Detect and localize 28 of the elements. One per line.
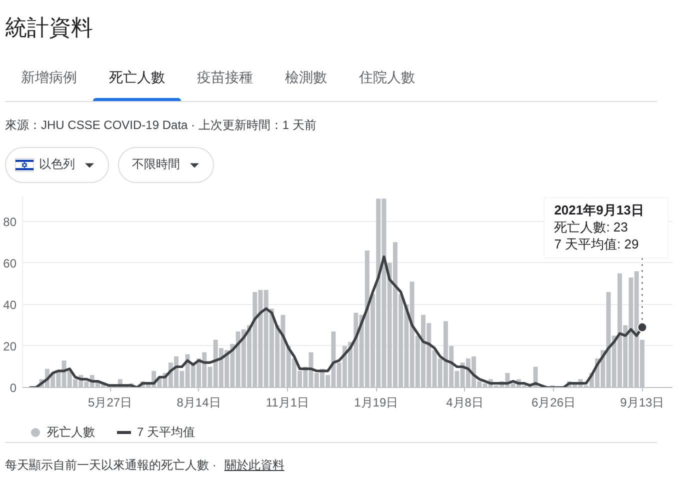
dropdown-button: 不限時間	[118, 147, 214, 183]
tab-label: 死亡人數	[93, 53, 181, 101]
tab-label: 疫苗接種	[196, 68, 254, 87]
link: 關於此資料	[224, 458, 284, 472]
tab-label: 住院人數	[358, 68, 416, 87]
x-tick-label: 4月8日	[446, 396, 484, 410]
text: 每天顯示自前一天以來通報的死亡人數 ·	[5, 458, 216, 472]
y-tick-label: 40	[3, 298, 17, 312]
tab-label: 新增病例	[20, 68, 78, 87]
annotation: 死亡人數: 23	[554, 219, 628, 234]
tab-label: 檢測數	[284, 68, 328, 87]
annotation: 2021年9月13日	[554, 202, 644, 218]
x-tick-label: 9月13日	[620, 396, 664, 410]
dropdown-button: 以色列	[5, 147, 109, 183]
x-tick-label: 1月19日	[354, 396, 398, 410]
y-tick-label: 80	[3, 214, 17, 229]
x-tick-label: 11月1日	[266, 396, 310, 410]
y-tick-label: 60	[3, 256, 17, 270]
chart-subtitle: 來源：JHU CSSE COVID-19 Data · 上次更新時間：1 天前	[5, 117, 316, 133]
legend-label: 7 天平均值	[137, 424, 196, 440]
y-tick-label: 0	[10, 381, 17, 395]
x-tick-label: 6月26日	[531, 396, 576, 410]
y-tick-label: 20	[3, 339, 17, 354]
legend-label: 死亡人數	[47, 424, 95, 440]
chart-title: 統計資料	[5, 14, 93, 42]
x-tick-label: 8月14日	[176, 396, 221, 410]
x-tick-label: 5月27日	[88, 396, 132, 410]
annotation: 7 天平均值: 29	[554, 236, 639, 252]
